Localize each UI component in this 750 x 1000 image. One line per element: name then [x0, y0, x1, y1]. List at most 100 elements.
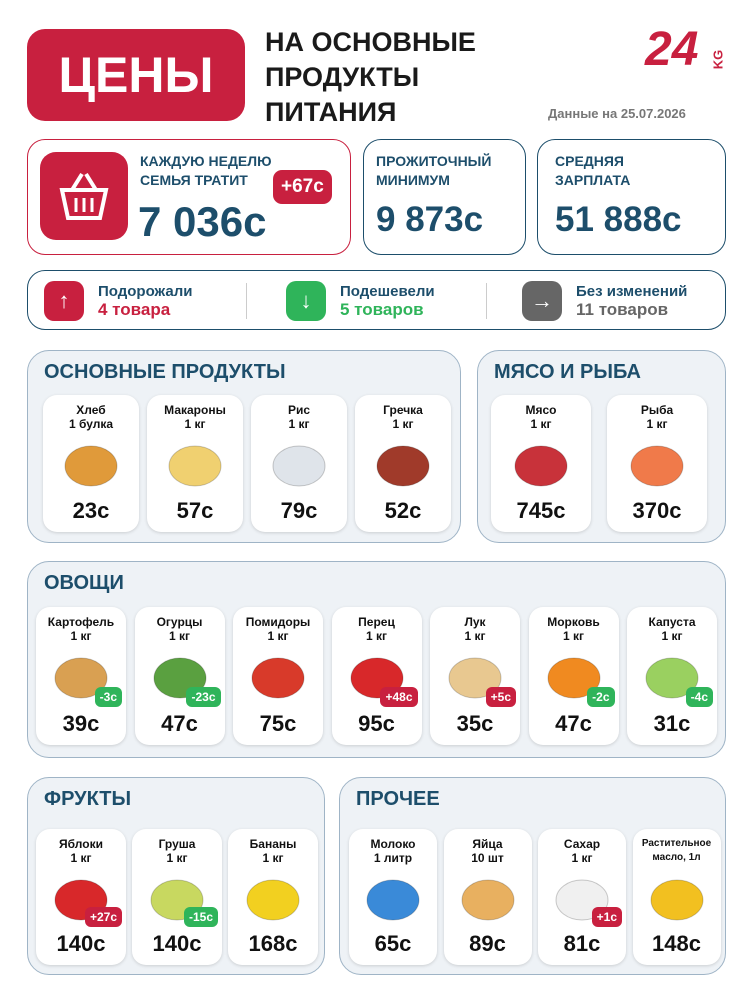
price-change: -3с: [94, 687, 122, 707]
product-card: Картофель 1 кг 39с -3с: [36, 607, 126, 745]
icon-shape: [461, 879, 514, 921]
product-card: Рыба 1 кг 370с: [607, 395, 707, 532]
product-icon: [272, 445, 326, 487]
section-title: ПРОЧЕЕ: [356, 788, 440, 810]
product-name: Растительное: [641, 838, 712, 849]
product-price: 89с: [469, 931, 506, 956]
summary: ↑ Подорожали 4 товара ↓ Подешевели 5 товаров…: [27, 270, 726, 330]
product-unit: 1 кг: [288, 417, 310, 431]
product-price: 140с: [152, 931, 202, 956]
product-card: Мясо 1 кг 745с: [491, 395, 591, 532]
summary-count: 11 товаров: [576, 299, 669, 319]
product-price: 31с: [653, 711, 691, 736]
product-price: 65с: [374, 931, 412, 956]
product-unit: 1 кг: [262, 851, 284, 865]
product-price: 168с: [248, 931, 298, 956]
product-price: 148с: [652, 931, 701, 956]
product-unit: 1 кг: [70, 629, 92, 643]
product-name: Мясо: [525, 403, 557, 417]
summary-down: ↓ Подешевели 5 товаров: [286, 281, 435, 321]
product-card: Сахар 1 кг 81с +1с: [538, 829, 626, 965]
subtitle-line: ПИТАНИЯ: [265, 97, 397, 127]
section-title: ОВОЩИ: [44, 572, 124, 594]
logo: 24: [645, 23, 699, 76]
product-unit: масло, 1л: [652, 852, 701, 863]
summary-same: → Без изменений 11 товаров: [522, 281, 687, 321]
product-name: Лук: [464, 615, 486, 629]
product-name: Перец: [358, 615, 395, 629]
icon-shape: [64, 445, 118, 487]
product-icon: [547, 657, 600, 699]
minimum-label: ПРОЖИТОЧНЫЙ МИНИМУМ: [376, 152, 491, 190]
product-price: 95с: [358, 711, 395, 736]
summary-up: ↑ Подорожали 4 товара: [44, 281, 192, 321]
product-card: Лук 1 кг 35с +5с: [430, 607, 520, 745]
date: Данные на 25.07.2026: [548, 106, 686, 121]
product-icon: [366, 879, 420, 921]
product-name: Сахар: [563, 837, 601, 851]
product-unit: 1 кг: [166, 851, 188, 865]
product-card: Перец 1 кг 95с +48с: [331, 607, 422, 745]
product-icon: [630, 445, 684, 487]
product-name: Рис: [287, 403, 311, 417]
product-name: Огурцы: [156, 615, 203, 629]
family-value: 7 036с: [138, 198, 267, 245]
summary-label: Подешевели: [340, 282, 435, 300]
price-change: +5с: [485, 687, 516, 707]
product-price: 47с: [161, 711, 198, 736]
product-unit: 1 кг: [184, 417, 206, 431]
product-unit: 1 литр: [373, 851, 413, 865]
product-unit: 1 кг: [530, 417, 552, 431]
product-icon: [650, 879, 703, 921]
product-card: Растительное масло, 1л 148с: [632, 829, 721, 965]
product-card: Бананы 1 кг 168с: [228, 829, 318, 965]
product-icon: [461, 879, 514, 921]
icon-shape: [251, 657, 305, 699]
divider: [246, 283, 247, 319]
family-card: КАЖДУЮ НЕДЕЛЮ СЕМЬЯ ТРАТИТ 7 036с +67с: [27, 139, 351, 255]
icon-shape: [650, 879, 703, 921]
salary-value: 51 888с: [555, 200, 682, 239]
product-name: Яблоки: [59, 837, 103, 851]
product-card: Груша 1 кг 140с -15с: [132, 829, 222, 965]
product-card: Огурцы 1 кг 47с -23с: [134, 607, 225, 745]
product-price: 370с: [632, 498, 682, 523]
product-name: Хлеб: [76, 403, 106, 417]
logo-sub: KG: [710, 49, 726, 70]
product-icon: [251, 657, 305, 699]
product-card: Морковь 1 кг 47с -2с: [528, 607, 619, 745]
family-label: КАЖДУЮ НЕДЕЛЮ СЕМЬЯ ТРАТИТ: [140, 152, 272, 190]
product-card: Хлеб 1 булка 23с: [43, 395, 139, 532]
label-line: СЕМЬЯ ТРАТИТ: [140, 172, 248, 188]
icon-shape: [246, 879, 300, 921]
product-icon: [168, 445, 222, 487]
icon-shape: [366, 879, 420, 921]
product-icon: [376, 445, 430, 487]
icon-shape: [168, 445, 222, 487]
price-change: +27с: [84, 907, 122, 927]
product-card: Помидоры 1 кг 75с: [233, 607, 323, 745]
product-unit: 1 кг: [562, 629, 584, 643]
label-line: ЗАРПЛАТА: [555, 172, 631, 188]
price-change: -15с: [183, 907, 218, 927]
product-price: 57с: [176, 498, 214, 523]
product-price: 745с: [516, 498, 566, 523]
product-card: Макароны 1 кг 57с: [147, 395, 243, 532]
product-unit: 1 кг: [267, 629, 289, 643]
basket: [59, 172, 109, 220]
price-change: -4с: [685, 687, 713, 707]
product-price: 79с: [280, 498, 318, 523]
summary-label: Без изменений: [576, 282, 688, 300]
product-unit: 1 кг: [661, 629, 683, 643]
section-title: МЯСО И РЫБА: [494, 361, 642, 383]
family-change: +67с: [273, 170, 332, 204]
label-line: КАЖДУЮ НЕДЕЛЮ: [140, 153, 272, 169]
product-icon: [514, 445, 568, 487]
product-card: Рис 1 кг 79с: [251, 395, 347, 532]
basket-icon: [40, 152, 128, 240]
title: ЦЕНЫ: [27, 29, 245, 121]
product-unit: 1 кг: [464, 629, 486, 643]
product-unit: 1 кг: [646, 417, 668, 431]
product-price: 140с: [56, 931, 106, 956]
subtitle-line: ПРОДУКТЫ: [265, 62, 420, 92]
